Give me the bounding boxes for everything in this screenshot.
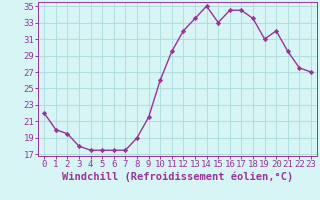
X-axis label: Windchill (Refroidissement éolien,°C): Windchill (Refroidissement éolien,°C)	[62, 172, 293, 182]
